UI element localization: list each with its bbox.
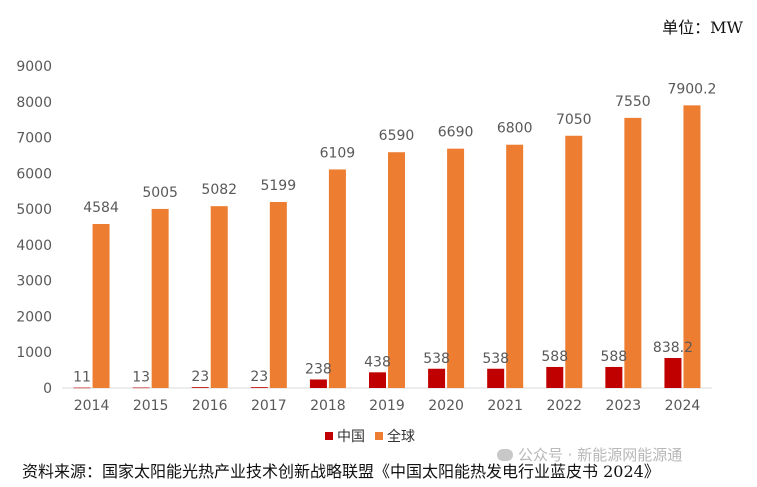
bar-china xyxy=(664,358,682,388)
watermark-text: 公众号 · 新能源网能源通 xyxy=(518,446,683,464)
y-tick-label: 9000 xyxy=(16,59,52,75)
y-tick-label: 3000 xyxy=(16,274,52,290)
wechat-icon xyxy=(497,449,513,461)
data-label-global: 6690 xyxy=(438,125,474,141)
data-label-china: 23 xyxy=(250,369,268,385)
data-label-china: 588 xyxy=(541,349,568,365)
legend-swatch-china xyxy=(325,432,333,440)
data-label-global: 5199 xyxy=(260,178,296,194)
data-label-china: 23 xyxy=(191,369,209,385)
x-tick-label: 2018 xyxy=(310,398,346,414)
bar-china xyxy=(428,368,446,388)
legend-item-global: 全球 xyxy=(375,426,415,446)
x-tick-label: 2015 xyxy=(133,398,169,414)
bar-global xyxy=(565,135,583,388)
data-label-china: 838.2 xyxy=(653,340,693,356)
data-label-global: 7050 xyxy=(556,112,592,128)
watermark: 公众号 · 新能源网能源通 xyxy=(497,444,682,465)
x-tick-label: 2020 xyxy=(428,398,464,414)
bar-china xyxy=(309,379,327,388)
y-tick-label: 1000 xyxy=(16,345,52,361)
bar-global xyxy=(683,105,701,389)
data-label-global: 6800 xyxy=(497,121,533,137)
bar-global xyxy=(447,148,465,388)
bar-china xyxy=(132,387,150,389)
bar-china xyxy=(191,387,209,388)
x-tick-label: 2014 xyxy=(74,398,110,414)
bar-global xyxy=(210,206,228,388)
bar-china xyxy=(369,372,386,388)
data-label-china: 538 xyxy=(423,351,450,367)
y-tick-label: 6000 xyxy=(16,166,52,182)
bar-global xyxy=(92,223,110,388)
source-note: 资料来源：国家太阳能光热产业技术创新战略联盟《中国太阳能热发电行业蓝皮书 202… xyxy=(22,462,660,481)
bar-global xyxy=(328,169,346,388)
x-tick-label: 2021 xyxy=(487,398,523,414)
bar-china xyxy=(487,368,505,388)
legend: 中国 全球 xyxy=(325,426,415,446)
x-tick-label: 2023 xyxy=(606,398,642,414)
data-label-global: 6109 xyxy=(320,145,356,161)
bar-global xyxy=(388,152,405,388)
y-tick-label: 8000 xyxy=(16,95,52,111)
bar-global xyxy=(506,144,524,388)
bar-china xyxy=(605,366,623,388)
x-tick-label: 2022 xyxy=(546,398,582,414)
data-label-global: 7550 xyxy=(615,94,651,110)
bar-china xyxy=(73,387,91,389)
y-tick-label: 4000 xyxy=(16,238,52,254)
x-tick-label: 2016 xyxy=(192,398,228,414)
data-label-global: 6590 xyxy=(379,128,415,144)
data-label-global: 4584 xyxy=(83,200,119,216)
data-label-global: 5082 xyxy=(201,182,237,198)
data-label-china: 588 xyxy=(600,349,627,365)
x-tick-label: 2019 xyxy=(369,398,405,414)
legend-item-china: 中国 xyxy=(325,426,365,446)
unit-label: 单位：MW xyxy=(662,18,743,37)
data-label-global: 7900.2 xyxy=(667,81,716,97)
legend-label-global: 全球 xyxy=(387,429,415,445)
bar-global xyxy=(269,201,287,388)
data-label-china: 238 xyxy=(305,361,332,377)
bar-china xyxy=(250,387,268,388)
y-tick-label: 2000 xyxy=(16,309,52,325)
bar-global xyxy=(151,208,169,388)
bar-global xyxy=(624,117,642,388)
data-label-china: 438 xyxy=(364,354,391,370)
x-tick-label: 2017 xyxy=(251,398,287,414)
data-label-china: 11 xyxy=(73,370,91,386)
legend-swatch-global xyxy=(375,432,383,440)
data-label-global: 5005 xyxy=(142,185,178,201)
y-tick-label: 5000 xyxy=(16,202,52,218)
x-tick-label: 2024 xyxy=(665,398,701,414)
bar-china xyxy=(546,366,564,388)
data-label-china: 13 xyxy=(132,370,150,386)
data-label-china: 538 xyxy=(482,351,509,367)
legend-label-china: 中国 xyxy=(337,429,365,445)
y-tick-label: 7000 xyxy=(16,131,52,147)
y-tick-label: 0 xyxy=(43,381,52,397)
